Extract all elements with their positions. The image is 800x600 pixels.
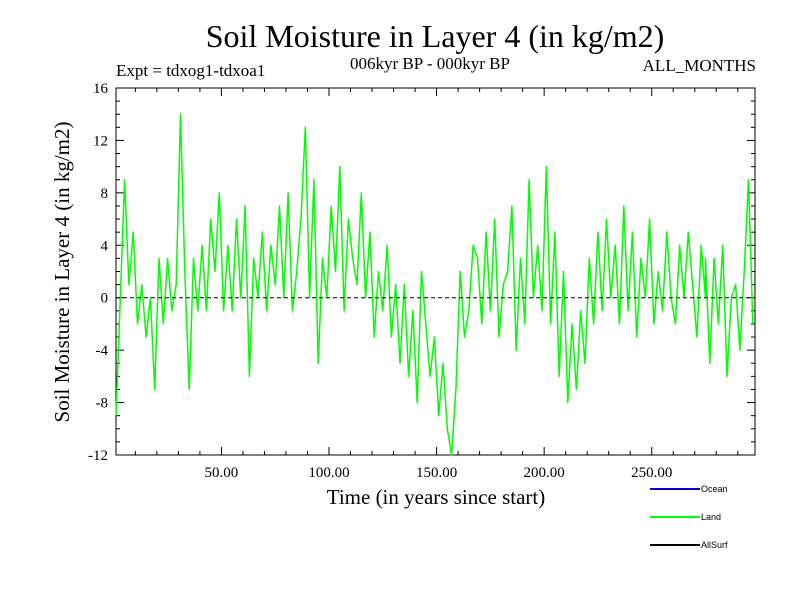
y-tick-label: 4 <box>101 238 109 254</box>
y-tick-label: 16 <box>93 81 109 97</box>
legend-item-ocean: Ocean <box>650 482 770 496</box>
chart-subtitle: 006kyr BP - 000kyr BP <box>350 54 510 73</box>
legend-item-allsurf: AllSurf <box>650 538 770 552</box>
x-tick-label: 150.00 <box>416 465 457 481</box>
plot-frame <box>115 87 756 456</box>
y-tick-label: -8 <box>96 396 109 412</box>
y-tick-label: -12 <box>88 448 108 464</box>
months-label: ALL_MONTHS <box>642 56 756 75</box>
x-tick-label: 200.00 <box>524 465 565 481</box>
legend-label-land: Land <box>701 512 722 522</box>
y-tick-label: 0 <box>101 291 109 307</box>
y-tick-label: 8 <box>101 186 109 202</box>
legend-label-ocean: Ocean <box>701 484 728 494</box>
experiment-label: Expt = tdxog1-tdxoa1 <box>116 61 266 80</box>
legend-label-allsurf: AllSurf <box>701 540 728 550</box>
x-tick-label: 50.00 <box>205 465 239 481</box>
legend-swatch-land <box>650 516 700 518</box>
y-tick-label: -4 <box>96 343 109 359</box>
x-tick-label: 100.00 <box>308 465 349 481</box>
legend-swatch-ocean <box>650 488 700 490</box>
x-tick-label: 250.00 <box>631 465 672 481</box>
chart-title: Soil Moisture in Layer 4 (in kg/m2) <box>205 18 665 54</box>
x-axis-label: Time (in years since start) <box>326 485 546 509</box>
legend-item-land: Land <box>650 510 770 524</box>
series-line-land <box>115 113 754 456</box>
legend-swatch-allsurf <box>650 544 700 546</box>
y-tick-label: 12 <box>93 133 108 149</box>
